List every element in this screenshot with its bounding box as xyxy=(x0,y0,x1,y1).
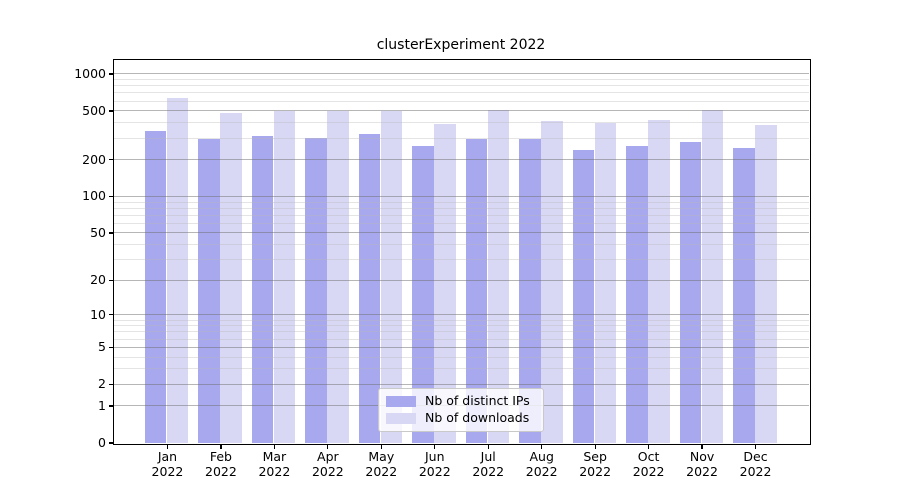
x-tick-year: 2022 xyxy=(472,464,505,479)
x-tick-year: 2022 xyxy=(205,464,237,479)
bar-distinct-ips-sep-2022 xyxy=(572,149,595,443)
bar-distinct-ips-nov-2022 xyxy=(679,141,702,443)
legend-label-distinct-ips: Nb of distinct IPs xyxy=(425,393,530,409)
x-tick-label-sep: Sep 2022 xyxy=(565,449,625,479)
bar-downloads-nov-2022 xyxy=(701,109,724,443)
bar-downloads-jul-2022 xyxy=(487,109,510,443)
x-tick-mark-nov xyxy=(701,445,703,449)
y-tick-label-1000: 1000 xyxy=(74,65,106,81)
bar-distinct-ips-apr-2022 xyxy=(305,138,327,443)
x-tick-label-mar: Mar 2022 xyxy=(244,449,304,479)
x-tick-mark-jul xyxy=(487,445,489,449)
legend-swatch-downloads xyxy=(386,412,416,424)
bar-downloads-oct-2022 xyxy=(648,119,670,443)
x-tick-year: 2022 xyxy=(739,464,772,479)
legend-row-distinct-ips: Nb of distinct IPs xyxy=(379,395,543,408)
legend: Nb of distinct IPs Nb of downloads xyxy=(378,388,544,432)
y-tick-label-1: 1 xyxy=(98,397,106,413)
x-tick-mark-feb xyxy=(220,445,222,449)
x-tick-month: Sep xyxy=(583,449,607,464)
y-tick-label-100: 100 xyxy=(82,188,106,204)
x-tick-year: 2022 xyxy=(632,464,665,479)
bar-downloads-sep-2022 xyxy=(594,122,617,443)
x-tick-mark-jan xyxy=(166,445,169,449)
bar-downloads-may-2022 xyxy=(380,111,403,443)
bar-distinct-ips-aug-2022 xyxy=(519,139,541,443)
x-tick-year: 2022 xyxy=(151,464,184,479)
legend-swatch-distinct-ips xyxy=(386,396,416,408)
x-tick-mark-apr xyxy=(327,445,329,449)
x-tick-year: 2022 xyxy=(686,464,718,479)
x-tick-month: Jul xyxy=(480,449,496,464)
x-tick-label-aug: Aug 2022 xyxy=(512,449,572,479)
x-tick-month: Dec xyxy=(743,449,768,464)
x-tick-label-jan: Jan 2022 xyxy=(137,449,197,479)
x-tick-label-feb: Feb 2022 xyxy=(191,449,251,479)
bar-distinct-ips-may-2022 xyxy=(358,134,381,443)
bar-distinct-ips-feb-2022 xyxy=(198,138,220,443)
y-tick-label-20: 20 xyxy=(90,272,106,288)
y-tick-label-10: 10 xyxy=(90,306,106,322)
plot-area xyxy=(112,59,811,445)
bar-downloads-mar-2022 xyxy=(273,111,296,443)
bar-distinct-ips-jun-2022 xyxy=(412,146,434,443)
x-tick-mark-jun xyxy=(434,445,436,449)
bar-distinct-ips-dec-2022 xyxy=(733,147,755,443)
x-tick-mark-sep xyxy=(594,445,596,449)
x-tick-label-dec: Dec 2022 xyxy=(726,449,786,479)
bar-distinct-ips-jul-2022 xyxy=(465,138,488,443)
y-tick-label-0: 0 xyxy=(98,434,106,450)
x-tick-label-jul: Jul 2022 xyxy=(458,449,518,479)
bar-downloads-aug-2022 xyxy=(541,120,563,443)
x-tick-year: 2022 xyxy=(579,464,612,479)
x-tick-mark-dec xyxy=(754,445,757,449)
x-tick-label-oct: Oct 2022 xyxy=(619,449,679,479)
legend-label-downloads: Nb of downloads xyxy=(425,410,530,426)
x-tick-mark-oct xyxy=(648,445,650,449)
x-tick-year: 2022 xyxy=(418,464,451,479)
x-tick-label-may: May 2022 xyxy=(351,449,411,479)
legend-row-downloads: Nb of downloads xyxy=(379,412,543,425)
x-tick-month: May xyxy=(368,449,395,464)
bar-distinct-ips-mar-2022 xyxy=(251,136,274,443)
x-tick-label-apr: Apr 2022 xyxy=(298,449,358,479)
x-tick-month: Jan xyxy=(157,449,178,464)
bar-downloads-feb-2022 xyxy=(220,112,242,443)
x-tick-month: Nov xyxy=(689,449,715,464)
bar-distinct-ips-oct-2022 xyxy=(626,146,648,443)
y-tick-label-500: 500 xyxy=(82,102,106,118)
x-tick-month: Apr xyxy=(317,449,339,464)
x-tick-year: 2022 xyxy=(525,464,558,479)
y-tick-label-2: 2 xyxy=(98,376,106,392)
x-tick-month: Jun xyxy=(425,449,445,464)
bar-downloads-apr-2022 xyxy=(327,111,349,443)
bar-distinct-ips-jan-2022 xyxy=(144,130,167,443)
x-tick-mark-mar xyxy=(273,445,275,449)
x-tick-year: 2022 xyxy=(311,464,344,479)
x-tick-mark-may xyxy=(380,445,382,449)
y-tick-label-50: 50 xyxy=(90,224,106,240)
x-tick-year: 2022 xyxy=(258,464,291,479)
x-tick-label-jun: Jun 2022 xyxy=(405,449,465,479)
bar-downloads-jan-2022 xyxy=(166,98,189,443)
x-tick-year: 2022 xyxy=(365,464,398,479)
bars-layer xyxy=(114,60,809,443)
x-tick-month: Mar xyxy=(262,449,287,464)
x-tick-month: Feb xyxy=(209,449,232,464)
x-tick-month: Aug xyxy=(529,449,554,464)
bar-downloads-jun-2022 xyxy=(434,123,456,443)
x-tick-label-nov: Nov 2022 xyxy=(672,449,732,479)
bar-downloads-dec-2022 xyxy=(755,124,777,443)
x-tick-mark-aug xyxy=(541,445,543,449)
x-tick-month: Oct xyxy=(637,449,660,464)
chart-title: clusterExperiment 2022 xyxy=(376,37,546,53)
y-tick-label-200: 200 xyxy=(82,151,106,167)
y-tick-label-5: 5 xyxy=(98,339,106,355)
